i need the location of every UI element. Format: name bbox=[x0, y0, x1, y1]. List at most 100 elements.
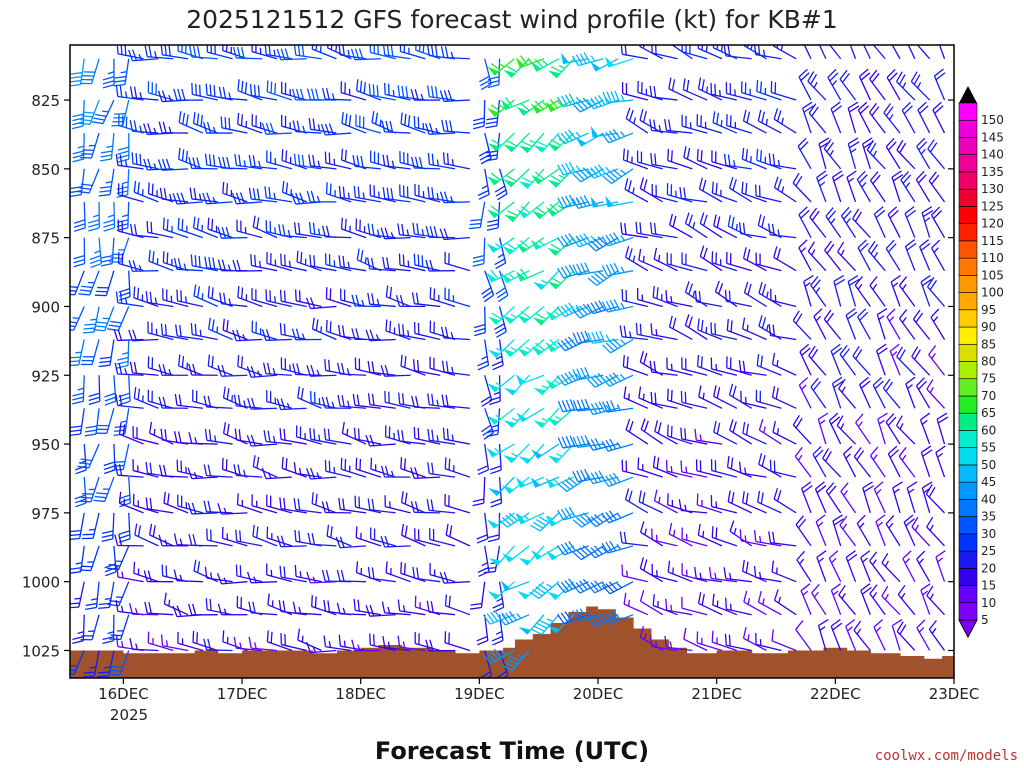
wind-barb bbox=[77, 168, 100, 194]
wind-barb bbox=[340, 81, 367, 101]
chart-title: 2025121512 GFS forecast wind profile (kt… bbox=[186, 5, 838, 34]
wind-barb bbox=[757, 590, 782, 616]
wind-barb bbox=[410, 88, 441, 101]
wind-barb bbox=[710, 459, 738, 478]
wind-barb bbox=[310, 390, 337, 409]
wind-barb bbox=[797, 137, 812, 170]
wind-barb bbox=[817, 619, 829, 651]
wind-barb bbox=[743, 281, 767, 308]
wind-barb bbox=[236, 219, 263, 239]
colorbar-label: 10 bbox=[981, 596, 996, 610]
wind-barb bbox=[649, 119, 678, 134]
wind-barb bbox=[711, 526, 738, 547]
colorbar-swatch bbox=[958, 378, 978, 397]
wind-barb bbox=[803, 45, 812, 60]
wind-barb bbox=[496, 650, 509, 678]
wind-barb bbox=[398, 253, 426, 272]
wind-barb bbox=[624, 488, 649, 514]
wind-barb bbox=[816, 550, 827, 582]
wind-barb bbox=[250, 254, 278, 272]
colorbar-label: 50 bbox=[981, 458, 996, 472]
wind-barb bbox=[904, 239, 917, 271]
wind-barb bbox=[795, 515, 812, 547]
wind-barb bbox=[912, 309, 931, 340]
wind-barb bbox=[619, 325, 648, 341]
wind-barb bbox=[70, 339, 85, 367]
wind-barb bbox=[278, 600, 307, 616]
wind-barb bbox=[203, 464, 233, 478]
wind-barb bbox=[413, 426, 441, 445]
wind-barb bbox=[485, 133, 501, 162]
wind-barb bbox=[297, 628, 322, 652]
wind-barb bbox=[158, 534, 189, 547]
wind-barb bbox=[755, 632, 782, 652]
wind-barb bbox=[694, 428, 723, 445]
wind-barb bbox=[502, 476, 530, 494]
wind-barb bbox=[311, 595, 337, 616]
wind-barb bbox=[899, 309, 916, 340]
wind-barb bbox=[204, 428, 233, 445]
wind-barb bbox=[279, 323, 307, 341]
wind-barb bbox=[638, 386, 663, 409]
wind-barb bbox=[843, 445, 857, 478]
wind-barb bbox=[768, 531, 797, 547]
wind-barb bbox=[292, 601, 322, 616]
wind-barb bbox=[849, 45, 857, 59]
wind-barb bbox=[773, 246, 797, 272]
wind-barb bbox=[853, 447, 871, 478]
wind-barb bbox=[586, 470, 619, 485]
wind-barb bbox=[400, 112, 426, 134]
wind-barb bbox=[756, 354, 782, 376]
wind-barb bbox=[382, 256, 411, 272]
wind-barb bbox=[771, 560, 797, 583]
wind-barb bbox=[232, 329, 263, 342]
wind-barb bbox=[516, 305, 545, 324]
wind-barb bbox=[652, 285, 678, 308]
wind-barb bbox=[261, 329, 292, 341]
wind-barb bbox=[710, 357, 738, 376]
wind-barb bbox=[178, 111, 204, 134]
wind-barb bbox=[251, 494, 278, 514]
wind-barb bbox=[486, 201, 501, 231]
wind-barb bbox=[828, 412, 842, 445]
colorbar-swatch bbox=[958, 292, 978, 311]
wind-barb bbox=[796, 550, 812, 583]
colorbar-label: 30 bbox=[981, 527, 996, 541]
wind-barb bbox=[886, 68, 901, 101]
wind-barb bbox=[382, 636, 411, 652]
wind-barb bbox=[870, 171, 886, 203]
wind-barb bbox=[440, 46, 470, 60]
wind-barb bbox=[853, 620, 871, 651]
wind-barb bbox=[726, 252, 752, 272]
wind-barb bbox=[902, 550, 916, 582]
wind-barb bbox=[444, 594, 471, 616]
wind-barb bbox=[104, 545, 117, 577]
wind-barb bbox=[157, 158, 189, 171]
wind-barb bbox=[235, 529, 263, 547]
colorbar-label: 140 bbox=[981, 148, 1004, 162]
wind-barb bbox=[664, 118, 693, 134]
y-tick-label: 1025 bbox=[22, 642, 60, 660]
wind-barb bbox=[246, 571, 278, 584]
wind-barb bbox=[294, 565, 322, 583]
wind-barb bbox=[488, 375, 501, 406]
wind-barb bbox=[117, 219, 144, 239]
wind-barb bbox=[367, 566, 396, 583]
wind-barb bbox=[382, 154, 411, 170]
wind-barb bbox=[639, 557, 664, 583]
wind-barb bbox=[246, 365, 278, 378]
wind-barb bbox=[742, 109, 767, 134]
wind-barb bbox=[757, 109, 782, 134]
wind-barb bbox=[639, 45, 664, 60]
wind-barb bbox=[602, 90, 634, 104]
wind-barb bbox=[487, 201, 515, 219]
wind-barb bbox=[915, 170, 931, 203]
wind-barb bbox=[502, 305, 530, 325]
colorbar-swatch bbox=[958, 343, 978, 362]
wind-barb bbox=[847, 274, 860, 307]
wind-barb bbox=[477, 443, 490, 475]
wind-barb bbox=[742, 317, 767, 341]
wind-barb bbox=[926, 516, 945, 547]
wind-barb bbox=[380, 227, 411, 240]
wind-barb bbox=[276, 48, 307, 61]
